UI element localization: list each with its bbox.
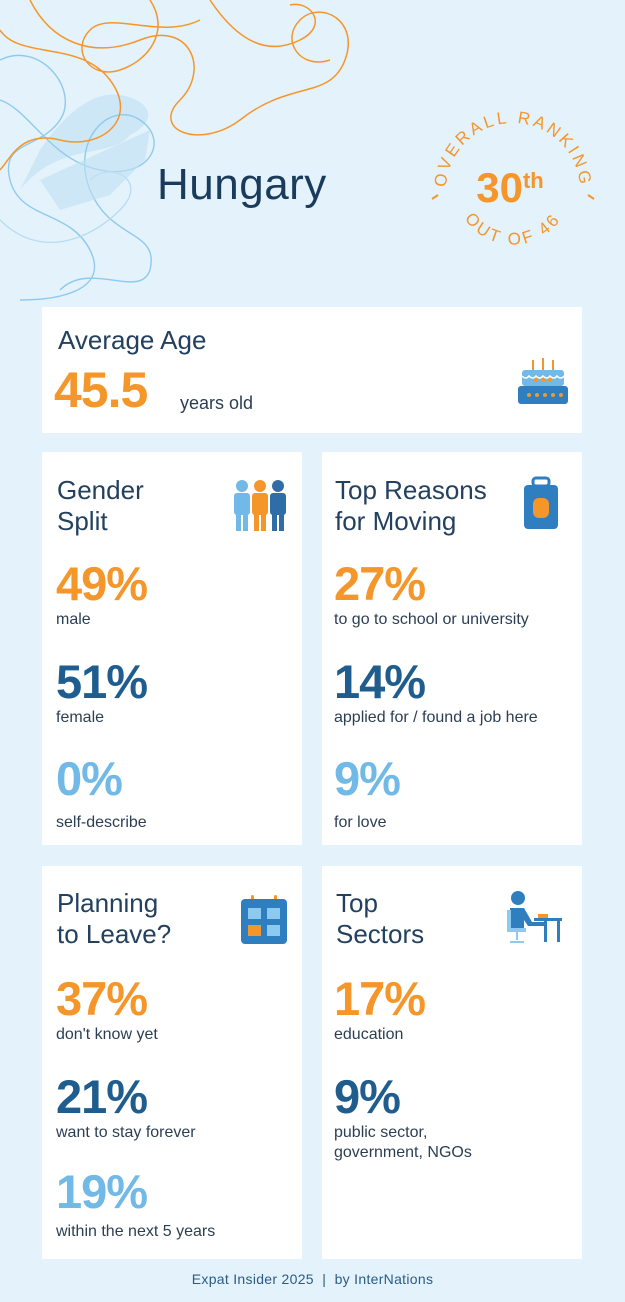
top-sectors-card: Top Sectors 17% education 9% public sect… — [322, 866, 582, 1259]
ranking-badge: OVERALL RANKING OUT OF 46 30th — [431, 108, 595, 249]
ranking-number: 30 — [476, 164, 523, 211]
sector-stat-2-label: public sector, government, NGOs — [334, 1123, 472, 1163]
reason-stat-2-value: 14% — [334, 655, 426, 708]
gender-stat-2-value: 51% — [56, 655, 148, 708]
top-reasons-card: Top Reasons for Moving 27% to go to scho… — [322, 452, 582, 845]
birthday-cake-icon — [518, 358, 568, 404]
gender-split-title-line2: Split — [57, 506, 108, 536]
sector-stat-2: 9% public sector, government, NGOs — [334, 1073, 472, 1163]
person-at-desk-icon — [507, 891, 562, 943]
ranking-bottom-text: OUT OF 46 — [461, 209, 562, 249]
calendar-icon — [241, 895, 287, 944]
planning-stat-1-label: don't know yet — [56, 1026, 158, 1043]
sector-stat-2-value: 9% — [334, 1070, 401, 1123]
sector-stat-1-label: education — [334, 1026, 404, 1043]
reason-stat-2-label: applied for / found a job here — [334, 709, 538, 726]
sectors-title-line2: Sectors — [336, 919, 425, 949]
suitcase-icon — [524, 476, 558, 529]
average-age-unit: years old — [180, 393, 254, 413]
decorative-map-outline — [0, 0, 349, 301]
average-age-title: Average Age — [58, 325, 207, 355]
sector-stat-1-value: 17% — [334, 972, 426, 1025]
gender-split-title-line1: Gender — [57, 475, 144, 505]
gender-stat-2: 51% female — [56, 655, 148, 728]
planning-stat-2-value: 21% — [56, 1070, 148, 1123]
sector-stat-2-label-line2: government, NGOs — [334, 1144, 472, 1161]
gender-stat-1: 49% male — [56, 557, 148, 630]
gender-stat-3: 0% self-describe — [56, 755, 147, 833]
ranking-dash-left — [431, 194, 439, 200]
planning-stat-3-label: within the next 5 years — [56, 1223, 216, 1240]
planning-to-leave-card: Planning to Leave? 37% don't know yet 21… — [42, 866, 302, 1259]
sector-stat-2-label-line1: public sector, — [334, 1124, 428, 1141]
gender-stat-1-value: 49% — [56, 557, 148, 610]
reason-stat-1-value: 27% — [334, 557, 426, 610]
gender-stat-1-label: male — [56, 611, 91, 628]
ranking-dash-right — [587, 194, 595, 200]
top-reasons-title-line2: for Moving — [335, 506, 457, 536]
gender-split-card: Gender Split 49% male 51% female 0% — [42, 452, 302, 845]
planning-stat-1-value: 37% — [56, 972, 148, 1025]
gender-stat-3-label: self-describe — [56, 814, 147, 831]
planning-title-line2: to Leave? — [57, 919, 172, 949]
gender-split-title: Gender Split — [57, 475, 144, 537]
svg-text:30th: 30th — [476, 164, 543, 211]
reason-stat-3-value: 9% — [334, 752, 401, 805]
average-age-value: 45.5 — [54, 362, 148, 418]
average-age-card: Average Age 45.5 years old — [42, 307, 582, 433]
planning-stat-2-label: want to stay forever — [56, 1124, 196, 1141]
reason-stat-3: 9% for love — [334, 752, 401, 833]
planning-title-line1: Planning — [57, 888, 159, 918]
reason-stat-3-label: for love — [334, 814, 387, 831]
reason-stat-1-label: to go to school or university — [334, 611, 529, 628]
reason-stat-1: 27% to go to school or university — [334, 560, 529, 630]
sector-stat-1: 17% education — [334, 972, 426, 1045]
ranking-suffix: th — [523, 168, 544, 193]
planning-stat-1: 37% don't know yet — [56, 975, 158, 1045]
top-reasons-title: Top Reasons for Moving — [335, 475, 487, 537]
top-sectors-title: Top Sectors — [336, 888, 424, 950]
gender-stat-2-label: female — [56, 709, 105, 726]
gender-stat-3-value: 0% — [56, 752, 123, 805]
sectors-title-line1: Top — [336, 888, 378, 918]
planning-stat-2: 21% want to stay forever — [56, 1073, 196, 1143]
planning-to-leave-title: Planning to Leave? — [57, 888, 171, 950]
people-group-icon — [234, 480, 286, 531]
planning-stat-3-value: 19% — [56, 1165, 148, 1218]
svg-text:OUT OF 46: OUT OF 46 — [461, 209, 565, 249]
country-title: Hungary — [157, 160, 327, 209]
top-reasons-title-line1: Top Reasons — [335, 475, 487, 505]
footer-credit: Expat Insider 2025 | by InterNations — [191, 1271, 434, 1287]
planning-stat-3: 19% within the next 5 years — [56, 1168, 215, 1242]
reason-stat-2: 14% applied for / found a job here — [334, 658, 538, 728]
